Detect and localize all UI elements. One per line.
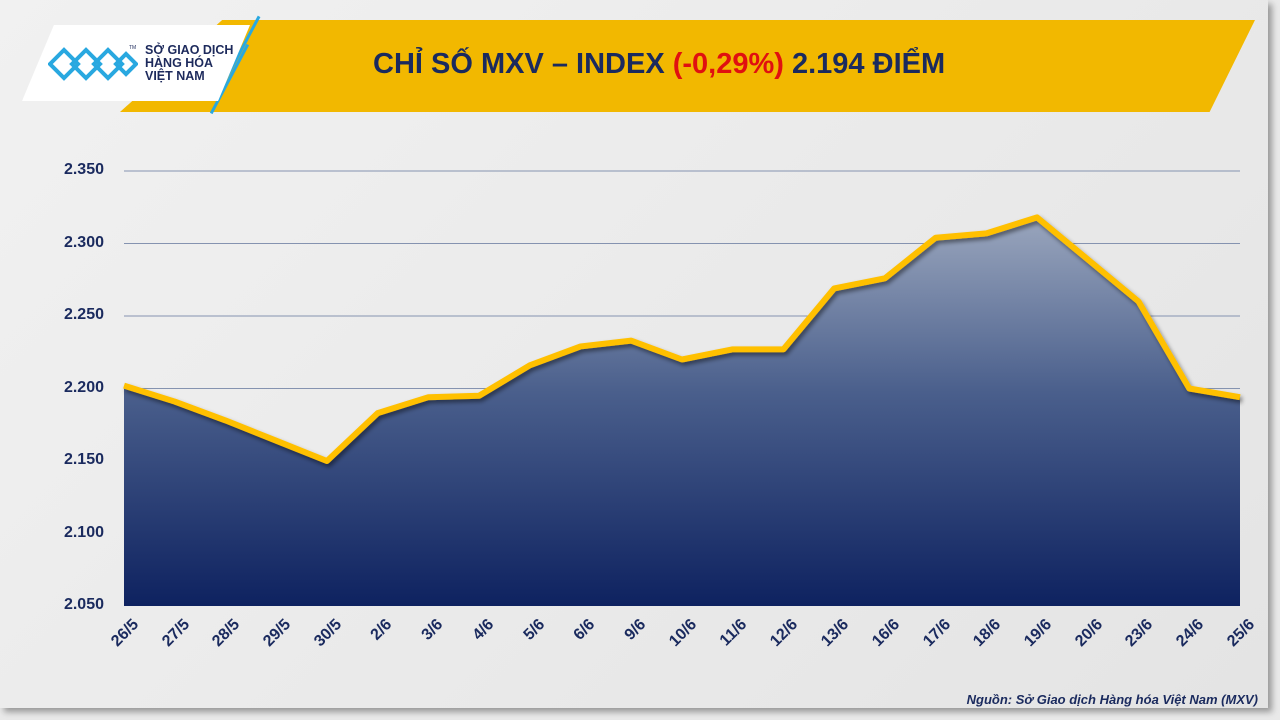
logo-line: SỞ GIAO DỊCH [145,43,234,57]
title-change: (-0,29%) [672,48,784,80]
y-tick-label: 2.200 [63,378,104,396]
logo-line: HÀNG HÓA [145,56,214,70]
y-tick-label: 2.350 [63,161,104,178]
y-tick-label: 2.300 [63,233,104,251]
source-note: Nguồn: Sở Giao dịch Hàng hóa Việt Nam (M… [966,692,1258,707]
mxv-logo-icon [48,47,138,81]
title-banner [120,20,1255,112]
logo-line: VIỆT NAM [145,69,205,83]
area-fill [124,217,1240,606]
y-tick-label: 2.150 [63,451,104,468]
page-title: CHỈ SỐ MXV – INDEX (-0,29%) 2.194 ĐIỂM [373,48,945,81]
title-value: 2.194 ĐIỂM [783,48,946,80]
logo-trademark: TM [129,45,137,51]
y-tick-label: 2.250 [63,306,104,323]
logo-text: SỞ GIAO DỊCH HÀNG HÓA VIỆT NAM [145,44,233,83]
title-prefix: CHỈ SỐ MXV – INDEX [373,48,673,80]
y-tick-label: 2.050 [63,596,104,613]
y-tick-label: 2.100 [63,523,104,541]
